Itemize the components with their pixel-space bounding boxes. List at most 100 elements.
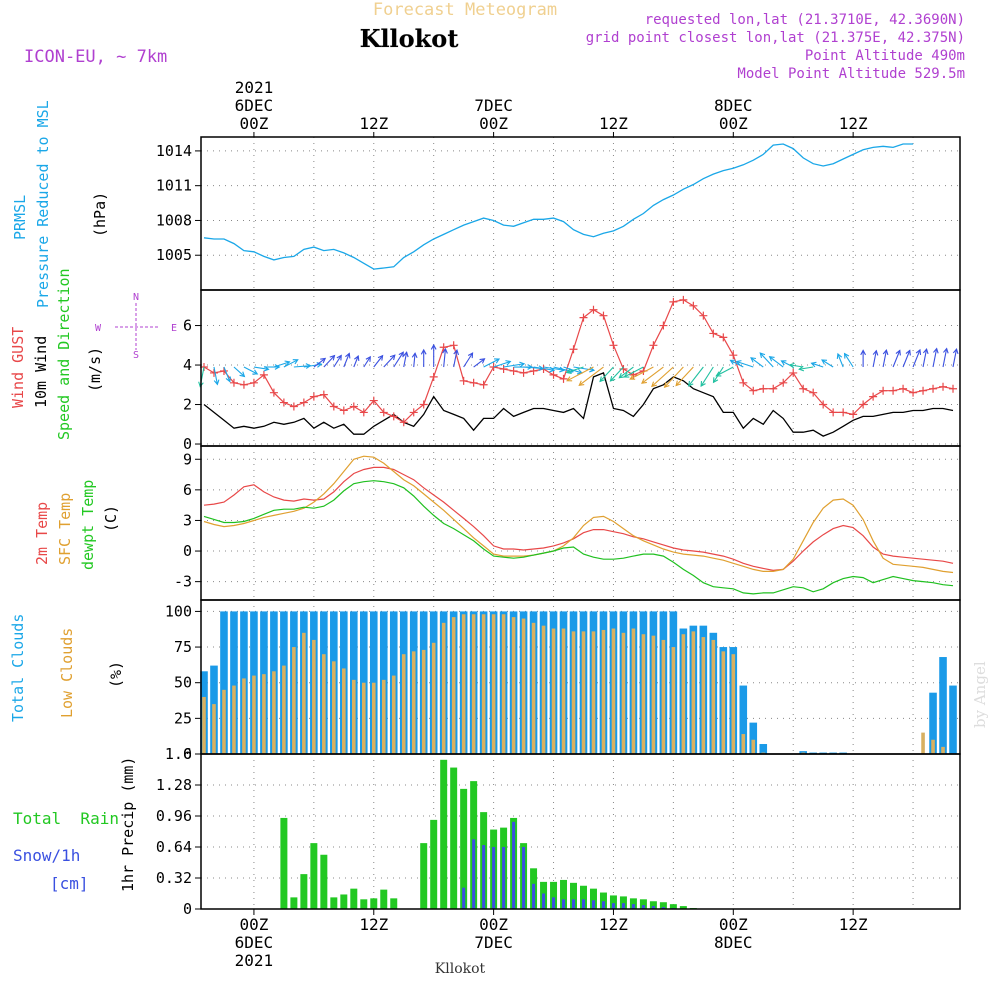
y-tick-label: 100 [165, 602, 192, 620]
snow-bar [562, 899, 566, 909]
gust-marker [469, 378, 478, 387]
gust-marker [409, 408, 418, 417]
low-cloud-bar [292, 647, 296, 754]
gust-marker [909, 388, 918, 397]
wind-dir-label: Speed and Direction [55, 268, 73, 440]
gust-marker [439, 343, 448, 352]
gust-marker [929, 384, 938, 393]
wind-arrowhead [565, 368, 572, 374]
snow-bar [621, 903, 625, 909]
wind-arrow [759, 352, 774, 368]
wind-arrow [573, 366, 595, 371]
gust-marker [679, 295, 688, 304]
gust-marker [449, 341, 458, 350]
gust-marker [919, 386, 928, 395]
gust-marker [489, 363, 498, 372]
top-axis-label: 12Z [359, 114, 388, 133]
wind-arrowhead [420, 348, 427, 355]
gust-marker [949, 384, 958, 393]
low-cloud-bar [322, 654, 326, 754]
low-cloud-label: Low Clouds [58, 628, 76, 718]
rain-bar [430, 819, 438, 909]
precip-labels: Total Rain Snow/1h [cm] 1hr Precip (mm) [13, 757, 137, 893]
low-cloud-bar [262, 674, 266, 754]
gust-marker [719, 333, 728, 342]
wind-arrowhead [430, 343, 437, 350]
wind-arrowhead [354, 354, 360, 362]
wind-arrowhead [905, 349, 911, 356]
low-cloud-bar [371, 682, 376, 754]
panels: 10051008101110140246-30369025507510000.3… [156, 136, 961, 918]
wind-arrowhead [895, 349, 901, 356]
compass-s: S [133, 350, 139, 361]
gust-marker [399, 418, 408, 427]
wind-arrow [333, 355, 342, 368]
low-cloud-bar [312, 639, 316, 754]
wind-panel: 0 2 4 6 [183, 289, 961, 453]
low-cloud-bar [501, 614, 506, 754]
y-tick-label: 3 [183, 511, 192, 529]
gust-marker [799, 384, 808, 393]
wind-arrow [323, 355, 335, 368]
wind-arrowhead [860, 349, 867, 356]
gust-marker [249, 378, 258, 387]
low-cloud-bar [521, 618, 526, 754]
bottom-axis-label: 8DEC [714, 933, 753, 952]
wind-arrowhead [623, 372, 630, 378]
low-cloud-bar [531, 622, 536, 754]
precip-frame [200, 753, 961, 910]
y-tick-label: 1005 [156, 246, 192, 264]
low-cloud-bar [332, 661, 336, 754]
wind-arrow [610, 366, 624, 382]
snow-bar [591, 900, 595, 909]
wind-arrow [641, 366, 664, 384]
wind-arrowhead [365, 355, 371, 362]
rain-bar [280, 817, 288, 909]
low-cloud-bar [481, 614, 486, 754]
wind-arrowhead [641, 378, 647, 384]
pressure-panel: 1005 1008 1011 1014 [156, 136, 961, 291]
wind-arrowhead [952, 347, 959, 355]
rain-bar [320, 854, 328, 909]
wind-arrow [213, 366, 218, 385]
cloud-unit: (%) [107, 661, 125, 688]
wind-arrowhead [559, 366, 566, 373]
low-cloud-bar [671, 647, 676, 754]
gust-marker [569, 345, 578, 354]
low-cloud-bar [272, 671, 276, 754]
low-cloud-bar [541, 625, 546, 754]
wind-arrowhead [494, 358, 501, 364]
wind-arrowhead [735, 360, 742, 366]
wind-arrowhead [759, 352, 766, 359]
rain-bar [310, 843, 318, 909]
temp-unit: (C) [102, 505, 120, 532]
wind-arrow [303, 363, 322, 368]
y-tick-label: 1011 [156, 177, 192, 195]
rain-bar [570, 882, 578, 909]
y-tick-label: 0 [183, 900, 192, 918]
low-cloud-bar [581, 631, 586, 754]
wind-arrow [373, 355, 384, 368]
y-tick-label: 0.96 [156, 807, 192, 825]
y-tick-label: 6 [183, 317, 192, 335]
low-cloud-bar [461, 614, 466, 754]
wind-arrowhead [320, 357, 327, 364]
low-cloud-bar [741, 734, 746, 754]
low-cloud-bar [561, 628, 566, 754]
wind-arrowhead [712, 377, 719, 384]
gust-marker [599, 311, 608, 320]
t2m-line [203, 466, 954, 572]
gust-marker [789, 368, 798, 377]
wind-labels: Wind GUST 10m Wind Speed and Direction (… [9, 268, 177, 440]
wind-arrowhead [882, 349, 889, 356]
wind-arrow [629, 366, 654, 380]
snow-bar [611, 903, 615, 909]
pressure-labels: PRMSL Pressure Reduced to MSL (hPa) [11, 100, 109, 308]
grid-point-coords: grid point closest lon,lat (21.375E, 42.… [586, 30, 965, 46]
wind-arrow [473, 358, 485, 368]
gust-label: Wind GUST [9, 327, 27, 408]
bottom-axis-label: 00Z [239, 915, 268, 934]
wind-arrow [912, 349, 921, 368]
total-cloud-bar [939, 657, 947, 754]
snow-bar [472, 839, 476, 909]
